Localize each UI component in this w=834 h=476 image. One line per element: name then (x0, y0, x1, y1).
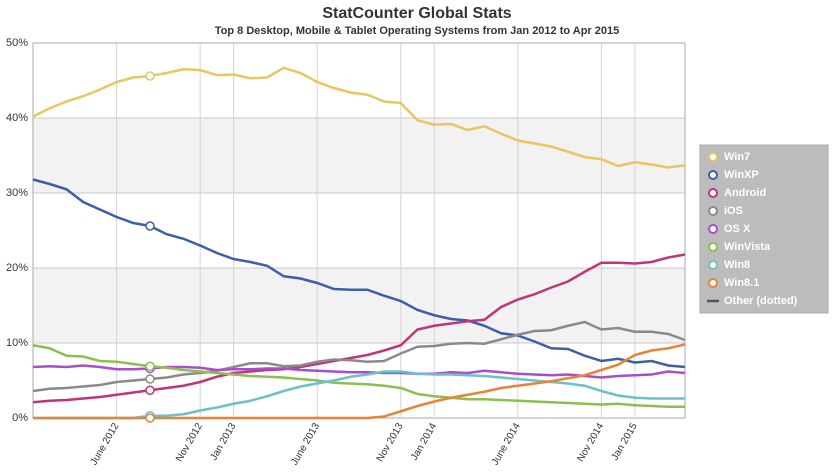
grid-band (33, 268, 685, 343)
y-tick-label: 30% (6, 187, 28, 199)
legend-label: Win8.1 (724, 277, 759, 289)
series-line (33, 370, 685, 420)
x-tick-label: Nov 2014 (575, 421, 606, 464)
legend-label: WinXP (724, 169, 759, 181)
series-line (32, 364, 686, 379)
x-tick-label: Jan 2015 (610, 421, 640, 463)
x-tick-label: Jan 2014 (409, 421, 439, 463)
series-marker (145, 221, 155, 231)
series-marker (145, 361, 155, 371)
legend-label: Android (724, 187, 766, 199)
legend-marker (708, 170, 718, 180)
series-marker (145, 385, 155, 395)
x-tick-label: Nov 2012 (174, 421, 205, 464)
series-line (32, 320, 686, 393)
series-marker (145, 71, 155, 81)
series-line (32, 344, 685, 408)
x-tick-label: June 2013 (289, 421, 322, 467)
y-tick-label: 0% (12, 412, 28, 424)
x-tick-label: Jan 2013 (208, 421, 238, 463)
series-line (32, 66, 686, 169)
legend-label: iOS (724, 205, 743, 217)
series-marker (145, 413, 155, 423)
y-tick-label: 10% (6, 337, 28, 349)
x-tick-label: Nov 2013 (375, 421, 406, 464)
series-marker (145, 374, 155, 384)
legend-label: Other (dotted) (724, 295, 798, 307)
series-line (32, 178, 686, 369)
legend-label: Win7 (724, 151, 750, 163)
series-line (33, 343, 686, 420)
y-tick-label: 20% (6, 262, 28, 274)
y-tick-label: 40% (6, 112, 28, 124)
x-tick-label: June 2014 (490, 421, 523, 467)
chart-title: StatCounter Global Stats (322, 5, 511, 22)
grid-band (33, 118, 685, 193)
legend-label: OS X (724, 223, 751, 235)
legend-label: Win8 (724, 259, 750, 271)
legend-marker (708, 152, 718, 162)
legend-marker (708, 242, 718, 252)
legend-label: WinVista (724, 241, 771, 253)
legend-marker (708, 206, 718, 216)
x-tick-label: June 2012 (89, 421, 122, 467)
legend-box (699, 144, 829, 314)
legend-marker (708, 224, 718, 234)
chart-subtitle: Top 8 Desktop, Mobile & Tablet Operating… (215, 25, 619, 37)
y-tick-label: 50% (6, 37, 28, 49)
legend-marker (708, 188, 718, 198)
legend-marker (708, 278, 718, 288)
series-line (32, 253, 686, 404)
legend-marker (708, 260, 718, 270)
